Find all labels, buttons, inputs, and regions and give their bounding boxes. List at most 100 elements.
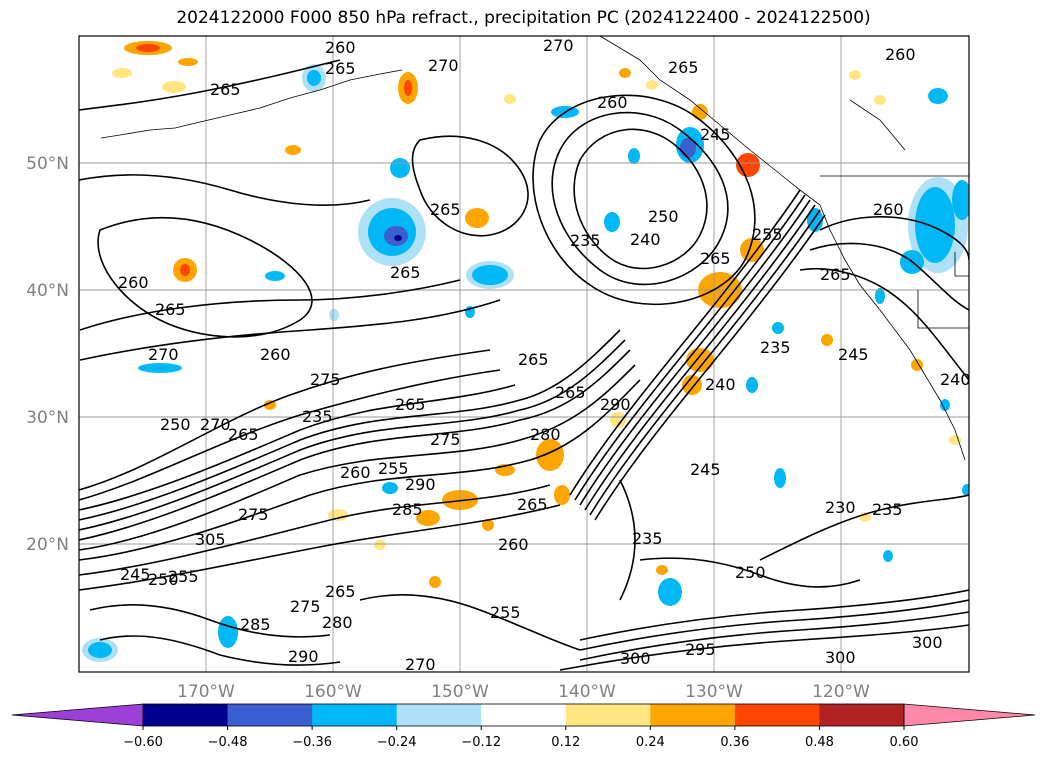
contour-label: 260 — [325, 38, 356, 57]
coastlines — [100, 36, 969, 461]
contour-label: 290 — [405, 475, 436, 494]
contour-label: 265 — [325, 582, 356, 601]
contour-label: 275 — [238, 505, 269, 524]
lat-label: 30°N — [26, 408, 69, 428]
contour-label: 265 — [555, 383, 586, 402]
contour-label: 275 — [290, 597, 321, 616]
contour-label: 255 — [378, 459, 409, 478]
colorbar-tick-label: −0.24 — [377, 735, 417, 750]
colorbar-tick-label: −0.12 — [461, 735, 501, 750]
contour-label: 260 — [597, 93, 628, 112]
contour-label: 245 — [690, 460, 721, 479]
contour-label: 255 — [168, 567, 199, 586]
colorbar-tick-label: 0.24 — [636, 735, 665, 750]
contour-label: 265 — [155, 300, 186, 319]
contour-label: 250 — [735, 563, 766, 582]
contour-label: 250 — [148, 570, 179, 589]
contour-label: 285 — [240, 615, 271, 634]
contour-label: 280 — [530, 425, 561, 444]
contour-label: 245 — [700, 125, 731, 144]
contour-label: 285 — [392, 500, 423, 519]
contour-label: 230 — [825, 498, 856, 517]
refractivity-contours — [79, 59, 969, 671]
contour-label: 250 — [648, 207, 679, 226]
contour-label: 260 — [873, 200, 904, 219]
colorbar-tick-label: 0.12 — [551, 735, 580, 750]
contour-label: 235 — [570, 231, 601, 250]
colorbar-extend-low — [11, 703, 144, 727]
contour-label: 250 — [160, 415, 191, 434]
contour-label: 275 — [430, 430, 461, 449]
colorbar: −0.60 −0.48 −0.36 −0.24 −0.12 0.12 0.24 0.36 0.4… — [11, 703, 1036, 750]
contour-label: 265 — [390, 263, 421, 282]
contour-label: 265 — [517, 495, 548, 514]
contour-label: 265 — [668, 58, 699, 77]
contour-label: 300 — [912, 633, 943, 652]
lon-label: 170°W — [177, 682, 235, 702]
colorbar-tick-label: −0.36 — [292, 735, 332, 750]
contour-label: 265 — [430, 200, 461, 219]
contour-label: 270 — [405, 655, 436, 674]
lon-label: 120°W — [812, 682, 870, 702]
contour-label: 235 — [302, 407, 333, 426]
contour-label: 270 — [428, 56, 459, 75]
contour-label: 265 — [228, 425, 259, 444]
colorbar-segment — [565, 704, 651, 726]
colorbar-frame — [142, 703, 905, 727]
colorbar-segment — [819, 704, 905, 726]
colorbar-segment — [312, 704, 398, 726]
colorbar-segment — [227, 704, 313, 726]
contour-label: 280 — [322, 613, 353, 632]
contour-label: 300 — [825, 648, 856, 667]
contour-label: 305 — [195, 530, 226, 549]
colorbar-segment — [396, 704, 482, 726]
contour-label: 265 — [395, 395, 426, 414]
colorbar-tick-label: 0.36 — [720, 735, 749, 750]
colorbar-extend-high — [903, 703, 1036, 727]
contour-labels: 260 270 265 270 260 265 265 260 265 250 … — [118, 36, 971, 674]
contour-label: 260 — [498, 535, 529, 554]
contour-label: 240 — [705, 375, 736, 394]
colorbar-tick-label: −0.48 — [208, 735, 248, 750]
contour-label: 275 — [310, 370, 341, 389]
contour-label: 270 — [200, 415, 231, 434]
contour-label: 270 — [148, 345, 179, 364]
colorbar-segment — [481, 704, 567, 726]
contour-label: 270 — [543, 36, 574, 55]
contour-label: 245 — [120, 565, 151, 584]
contour-label: 265 — [518, 350, 549, 369]
contour-label: 235 — [760, 338, 791, 357]
contour-label: 260 — [118, 273, 149, 292]
colorbar-segment — [650, 704, 736, 726]
contour-label: 260 — [885, 45, 916, 64]
lon-label: 130°W — [685, 682, 743, 702]
lat-label: 40°N — [26, 281, 69, 301]
contour-label: 265 — [700, 249, 731, 268]
contour-label: 265 — [820, 265, 851, 284]
contour-label: 265 — [325, 59, 356, 78]
contour-label: 290 — [600, 395, 631, 414]
contour-label: 245 — [838, 345, 869, 364]
plot-frame — [78, 35, 970, 673]
contour-label: 295 — [685, 640, 716, 659]
contour-label: 240 — [630, 230, 661, 249]
plot-area — [79, 36, 969, 672]
colorbar-tick-label: −0.60 — [123, 735, 163, 750]
contour-label: 235 — [632, 529, 663, 548]
colorbar-tick-label: 0.60 — [890, 735, 919, 750]
contour-label: 260 — [260, 345, 291, 364]
lon-label: 150°W — [431, 682, 489, 702]
colorbar-tick-label: 0.48 — [805, 735, 834, 750]
lat-label: 50°N — [26, 154, 69, 174]
contour-label: 235 — [872, 500, 903, 519]
lon-label: 140°W — [558, 682, 616, 702]
contour-label: 255 — [752, 225, 783, 244]
contour-label: 300 — [620, 649, 651, 668]
contour-label: 255 — [490, 603, 521, 622]
map-title: 2024122000 F000 850 hPa refract., precip… — [176, 8, 871, 28]
colorbar-segment — [143, 704, 229, 726]
contour-label: 240 — [940, 370, 971, 389]
lat-label: 20°N — [26, 535, 69, 555]
contour-label: 260 — [340, 463, 371, 482]
